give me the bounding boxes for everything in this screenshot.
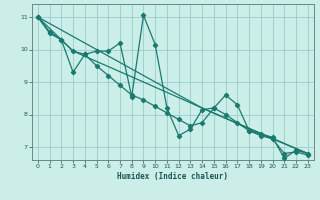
X-axis label: Humidex (Indice chaleur): Humidex (Indice chaleur) <box>117 172 228 181</box>
